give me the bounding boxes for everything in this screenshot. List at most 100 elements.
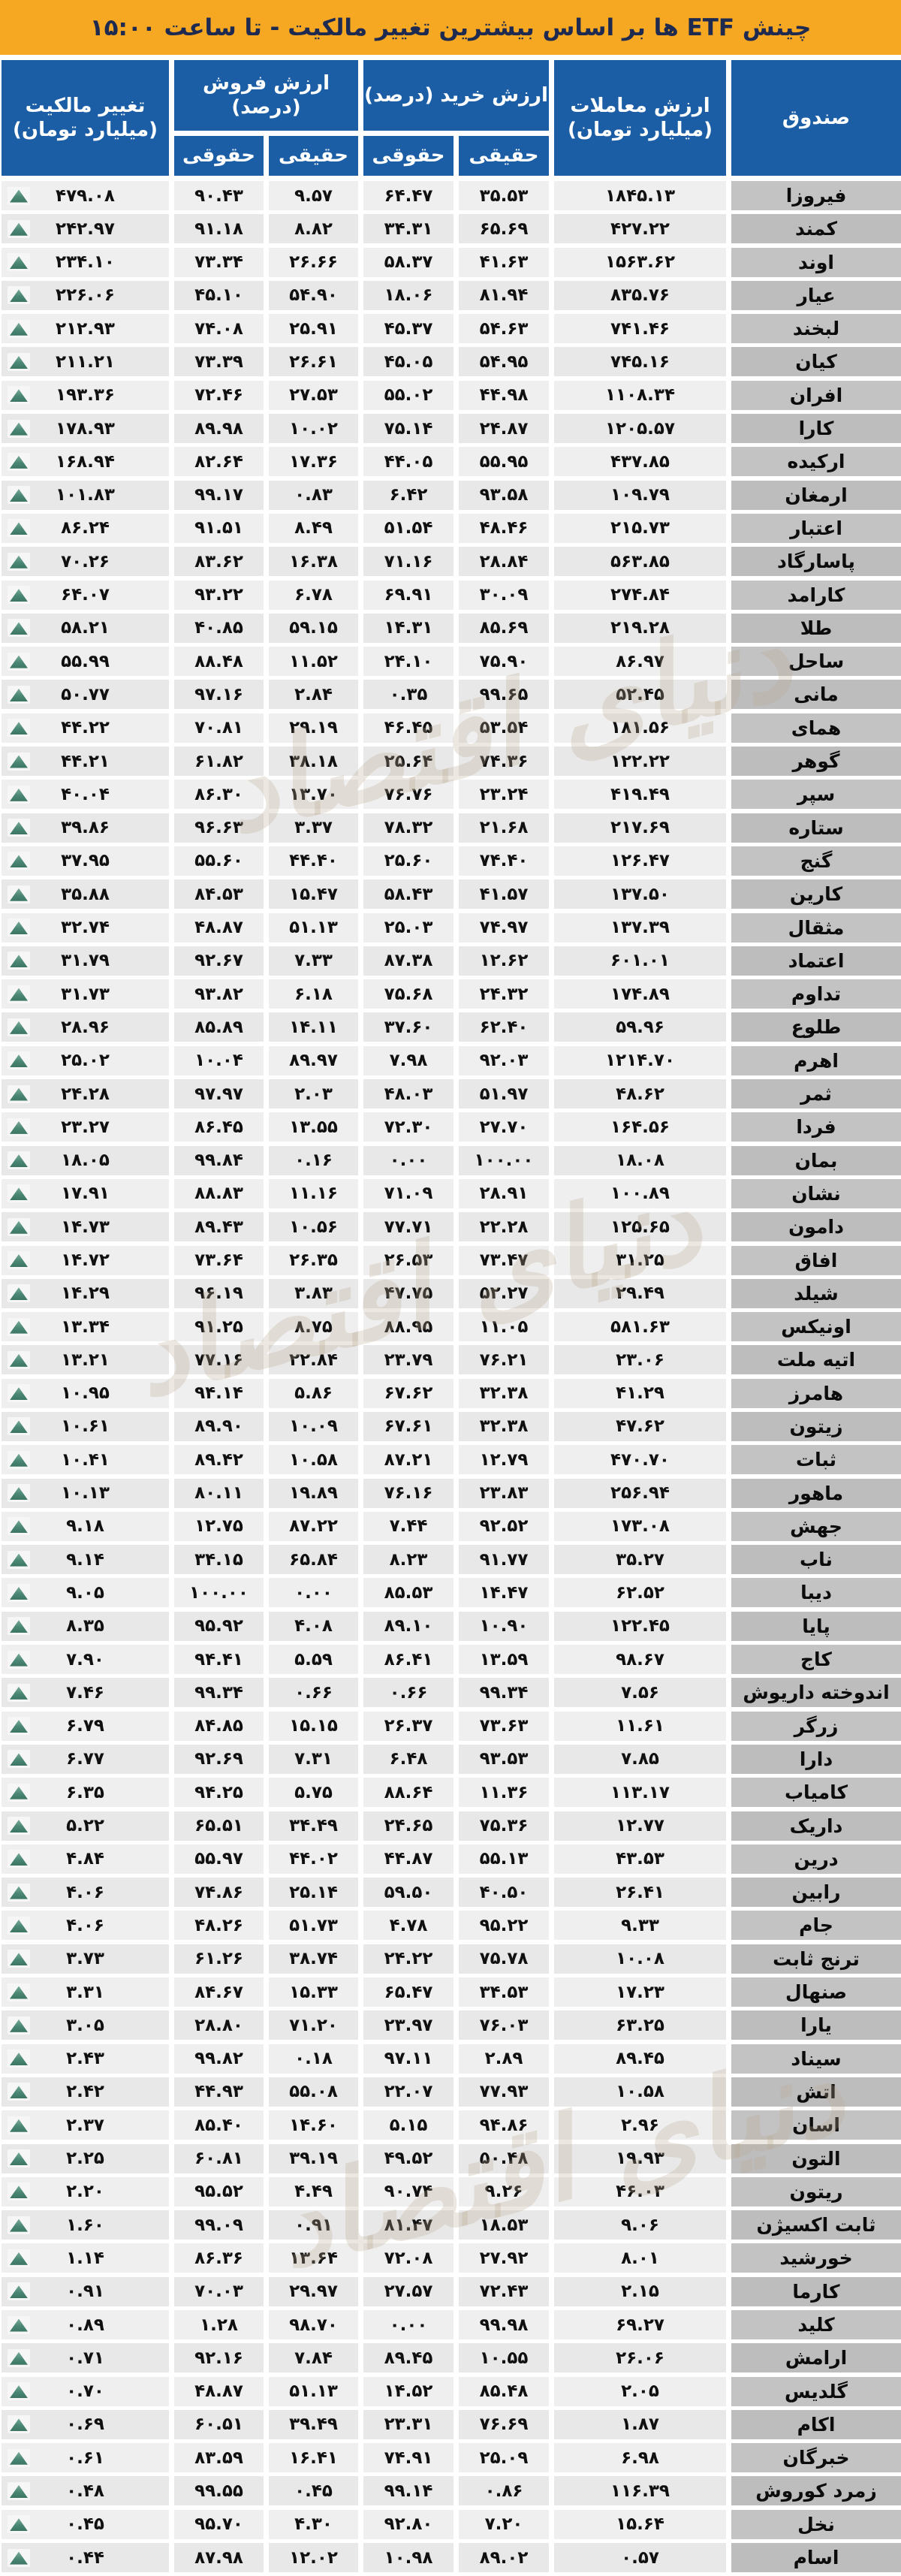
sell-real-percent: ۱۰.۰۲	[269, 414, 358, 444]
up-triangle-icon	[8, 1118, 30, 1136]
fund-name: شیلد	[731, 1278, 901, 1308]
sell-real-percent: ۴.۳۰	[269, 2509, 358, 2539]
trades-value: ۱۱۳.۱۷	[554, 1778, 726, 1808]
sell-legal-percent: ۴۸.۲۶	[174, 1911, 264, 1941]
sell-legal-percent: ۴۰.۸۵	[174, 613, 264, 643]
up-triangle-icon	[8, 552, 30, 571]
column-header-trades-value: ارزش معاملات (میلیارد تومان)	[554, 60, 726, 176]
sell-legal-percent: ۸۵.۴۰	[174, 2110, 264, 2140]
buy-legal-percent: ۴۹.۵۲	[363, 2143, 454, 2173]
table-row: افران ۱۱۰۸.۳۴ ۴۴.۹۸ ۵۵.۰۲ ۲۷.۵۳ ۷۲.۴۶ ۱۹…	[0, 380, 901, 410]
buy-legal-percent: ۵۹.۵۰	[363, 1878, 454, 1908]
table-row: جام ۹.۳۳ ۹۵.۲۲ ۴.۷۸ ۵۱.۷۳ ۴۸.۲۶ ۴.۰۶	[0, 1911, 901, 1941]
ownership-change-value: ۳۱.۷۹	[61, 951, 110, 971]
buy-legal-percent: ۸۷.۲۱	[363, 1445, 454, 1475]
ownership-change-value: ۲.۲۰	[66, 2182, 104, 2202]
fund-name: ستاره	[731, 813, 901, 843]
ownership-change: ۲۴۲.۹۷	[2, 214, 169, 244]
table-row: ثبات ۴۷۰.۷۰ ۱۲.۷۹ ۸۷.۲۱ ۱۰.۵۸ ۸۹.۴۲ ۱۰.۴…	[0, 1445, 901, 1475]
up-triangle-icon	[8, 2315, 30, 2334]
ownership-change: ۴.۰۶	[2, 1911, 169, 1941]
ownership-change-value: ۲۲۶.۰۶	[56, 285, 115, 306]
up-triangle-icon	[8, 2515, 30, 2534]
sell-legal-percent: ۶۱.۸۲	[174, 747, 264, 777]
ownership-change-value: ۷۰.۲۶	[61, 551, 110, 572]
up-triangle-icon	[8, 1350, 30, 1369]
up-triangle-icon	[8, 186, 30, 205]
trades-value: ۲.۹۶	[554, 2110, 726, 2140]
trades-value: ۷.۸۵	[554, 1744, 726, 1774]
ownership-change: ۵۰.۷۷	[2, 680, 169, 710]
table-row: ساحل ۸۶.۹۷ ۷۵.۹۰ ۲۴.۱۰ ۱۱.۵۲ ۸۸.۴۸ ۵۵.۹۹	[0, 647, 901, 677]
trades-value: ۵۹.۹۶	[554, 1012, 726, 1042]
sell-legal-percent: ۵۵.۹۷	[174, 1844, 264, 1874]
table-row: اندوخته داریوش ۷.۵۶ ۹۹.۳۴ ۰.۶۶ ۰.۶۶ ۹۹.۳…	[0, 1678, 901, 1708]
ownership-change-value: ۱۰.۹۵	[61, 1383, 110, 1404]
sell-legal-percent: ۱.۲۸	[174, 2310, 264, 2339]
ownership-change-value: ۶.۷۷	[66, 1749, 104, 1769]
table-row: اوند ۱۵۶۳.۶۲ ۴۱.۶۳ ۵۸.۳۷ ۲۶.۶۶ ۷۳.۳۴ ۲۳۴…	[0, 247, 901, 277]
trades-value: ۱۷.۲۳	[554, 1977, 726, 2007]
sell-legal-percent: ۸۹.۴۲	[174, 1445, 264, 1475]
buy-legal-percent: ۹۲.۸۰	[363, 2509, 454, 2539]
trades-value: ۰.۵۷	[554, 2543, 726, 2573]
up-triangle-icon	[8, 386, 30, 405]
table-row: ثمر ۴۸.۶۲ ۵۱.۹۷ ۴۸.۰۳ ۲.۰۳ ۹۷.۹۷ ۲۴.۲۸	[0, 1079, 901, 1109]
fund-name: اعتبار	[731, 513, 901, 543]
buy-real-percent: ۷۶.۰۳	[459, 2010, 549, 2041]
table-row: اسان ۲.۹۶ ۹۴.۸۶ ۵.۱۵ ۱۴.۶۰ ۸۵.۴۰ ۲.۳۷	[0, 2110, 901, 2140]
sell-real-percent: ۳۹.۴۹	[269, 2409, 358, 2439]
up-triangle-icon	[8, 785, 30, 804]
sell-real-percent: ۰.۱۶	[269, 1145, 358, 1175]
fund-name: اتش	[731, 2077, 901, 2107]
trades-value: ۹.۳۳	[554, 1911, 726, 1941]
table-row: عیار ۸۳۵.۷۶ ۸۱.۹۴ ۱۸.۰۶ ۵۴.۹۰ ۴۵.۱۰ ۲۲۶.…	[0, 280, 901, 310]
fund-name: اعتماد	[731, 946, 901, 976]
trades-value: ۱۱۰۸.۳۴	[554, 380, 726, 410]
buy-legal-percent: ۹۷.۱۱	[363, 2044, 454, 2074]
sell-legal-percent: ۹۹.۱۷	[174, 480, 264, 510]
fund-name: درین	[731, 1844, 901, 1874]
up-triangle-icon	[8, 1617, 30, 1636]
buy-legal-percent: ۲۵.۶۰	[363, 846, 454, 876]
sell-real-percent: ۹۸.۷۰	[269, 2310, 358, 2339]
buy-real-percent: ۲۴.۳۲	[459, 979, 549, 1009]
table-body: فیروزا ۱۸۴۵.۱۳ ۳۵.۵۳ ۶۴.۴۷ ۹.۵۷ ۹۰.۴۳ ۴۷…	[0, 181, 901, 2573]
ownership-change-value: ۱۴.۷۲	[61, 1250, 110, 1270]
sell-real-percent: ۱۱.۵۲	[269, 647, 358, 677]
table-row: کاج ۹۸.۶۷ ۱۳.۵۹ ۸۶.۴۱ ۵.۵۹ ۹۴.۴۱ ۷.۹۰	[0, 1645, 901, 1675]
fund-name: ارکیده	[731, 447, 901, 477]
fund-name: گوهر	[731, 747, 901, 777]
ownership-change-value: ۵۵.۹۹	[61, 651, 110, 671]
table-row: کارامد ۲۷۴.۸۴ ۳۰.۰۹ ۶۹.۹۱ ۶.۷۸ ۹۳.۲۲ ۶۴.…	[0, 580, 901, 610]
buy-real-percent: ۴۱.۶۳	[459, 247, 549, 277]
table-row: ارکیده ۴۳۷.۸۵ ۵۵.۹۵ ۴۴.۰۵ ۱۷.۳۶ ۸۲.۶۴ ۱۶…	[0, 447, 901, 477]
ownership-change-value: ۳.۷۳	[66, 1949, 104, 1969]
ownership-change: ۵۵.۹۹	[2, 647, 169, 677]
buy-legal-percent: ۷۱.۱۶	[363, 547, 454, 577]
sell-legal-percent: ۱۲.۷۵	[174, 1511, 264, 1541]
buy-legal-percent: ۷۵.۱۴	[363, 414, 454, 444]
fund-name: کاج	[731, 1645, 901, 1675]
trades-value: ۱۲.۷۷	[554, 1811, 726, 1841]
sell-real-percent: ۰.۹۱	[269, 2210, 358, 2240]
sell-legal-percent: ۷۲.۴۶	[174, 380, 264, 410]
sell-real-percent: ۸۹.۹۷	[269, 1045, 358, 1075]
ownership-change-value: ۳۲.۷۴	[61, 918, 110, 938]
ownership-change: ۱.۶۰	[2, 2210, 169, 2240]
up-triangle-icon	[8, 286, 30, 305]
sell-legal-percent: ۹۲.۶۷	[174, 946, 264, 976]
table-row: طلوع ۵۹.۹۶ ۶۲.۴۰ ۳۷.۶۰ ۱۴.۱۱ ۸۵.۸۹ ۲۸.۹۶	[0, 1012, 901, 1042]
ownership-change-value: ۱۳.۳۴	[61, 1317, 110, 1337]
table-row: گلدیس ۲.۰۵ ۸۵.۴۸ ۱۴.۵۲ ۵۱.۱۳ ۴۸.۸۷ ۰.۷۰	[0, 2376, 901, 2406]
up-triangle-icon	[8, 253, 30, 272]
table-row: کلید ۶۹.۲۷ ۹۹.۹۸ ۰.۰۰ ۹۸.۷۰ ۱.۲۸ ۰.۸۹	[0, 2310, 901, 2339]
trades-value: ۱۳۷.۵۰	[554, 879, 726, 909]
sell-legal-percent: ۸۹.۴۳	[174, 1212, 264, 1242]
up-triangle-icon	[8, 219, 30, 238]
sell-real-percent: ۱۰.۰۹	[269, 1411, 358, 1441]
up-triangle-icon	[8, 1650, 30, 1669]
sell-real-percent: ۴.۰۸	[269, 1611, 358, 1641]
ownership-change-value: ۳۵.۸۸	[61, 884, 110, 904]
up-triangle-icon	[8, 2016, 30, 2035]
